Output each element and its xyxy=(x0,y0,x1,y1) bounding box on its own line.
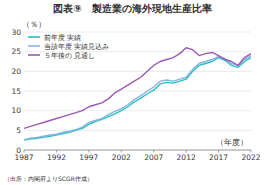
y-tick-label: 30 xyxy=(11,28,21,37)
y-tick-label: 25 xyxy=(11,47,21,56)
x-axis-label: （年度） xyxy=(216,138,248,147)
x-tick-label: 2007 xyxy=(144,153,163,162)
x-tick-label: 1987 xyxy=(14,153,33,162)
legend: 前年度 実績当該年度 実績見込み５年後の 見通し xyxy=(28,34,109,60)
legend-swatch xyxy=(28,36,40,38)
series-line xyxy=(24,48,251,129)
grid-line xyxy=(24,71,251,72)
y-axis: 051015202530 xyxy=(11,28,251,155)
source-note: （出所：内閣府よりSCGR作成） xyxy=(4,175,93,183)
x-tick-label: 2022 xyxy=(241,153,260,162)
y-tick-label: 15 xyxy=(11,87,21,96)
grid-line xyxy=(24,150,251,151)
y-tick-label: 20 xyxy=(11,67,21,76)
legend-label: 当該年度 実績見込み xyxy=(44,43,109,51)
x-axis-line xyxy=(24,150,251,151)
legend-label: 前年度 実績 xyxy=(44,34,81,42)
legend-label: ５年後の 見通し xyxy=(44,52,95,60)
grid-line xyxy=(24,110,251,111)
series-line xyxy=(24,56,251,140)
series-line xyxy=(24,58,251,141)
x-tick-label: 1992 xyxy=(47,153,66,162)
grid-line xyxy=(24,130,251,131)
legend-swatch xyxy=(28,45,40,47)
y-tick-label: 5 xyxy=(16,126,21,135)
x-tick-label: 2017 xyxy=(209,153,228,162)
y-axis-label: （％） xyxy=(22,20,46,29)
grid-line xyxy=(24,91,251,92)
x-tick-label: 2012 xyxy=(177,153,196,162)
title: 図表⑨ 製造業の海外現地生産比率 xyxy=(53,3,211,14)
y-tick-label: 10 xyxy=(11,106,21,115)
lines xyxy=(24,48,251,140)
x-tick-label: 2002 xyxy=(112,153,131,162)
x-axis: 1987 1992 1997 2002 2007 2012 2017 2022 xyxy=(14,150,260,162)
grid-line xyxy=(24,32,251,33)
x-tick-label: 1997 xyxy=(79,153,98,162)
legend-swatch xyxy=(28,54,40,56)
chart: 図表⑨ 製造業の海外現地生産比率051015202530（％）198719921… xyxy=(0,0,265,185)
